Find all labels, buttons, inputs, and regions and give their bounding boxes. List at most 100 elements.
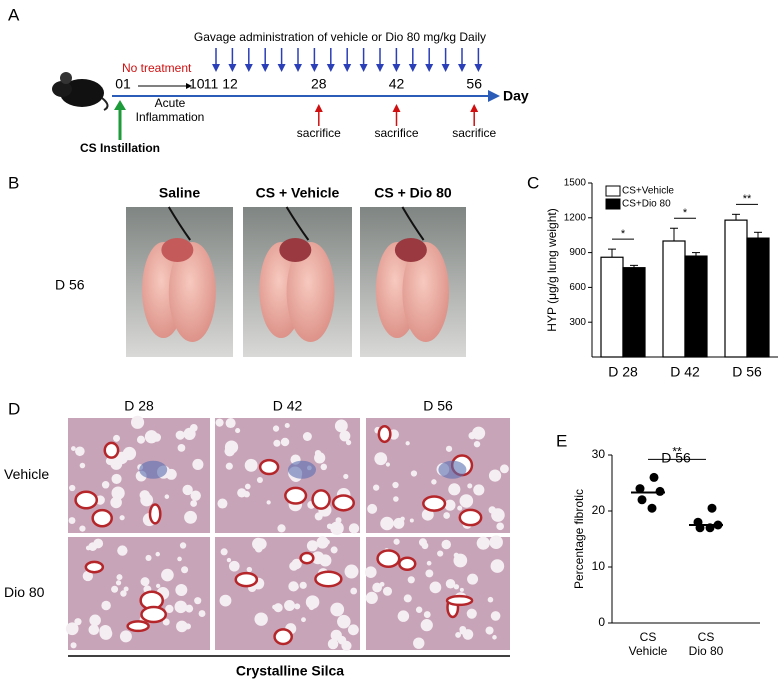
- alveolus: [256, 476, 263, 483]
- alveolus: [246, 566, 253, 573]
- photos: Saline CS + Vehicle CS + Dio 80: [126, 185, 466, 357]
- day-label: 56: [466, 76, 482, 92]
- airway: [91, 508, 113, 528]
- alveolus: [120, 590, 127, 597]
- alveolus: [397, 610, 410, 622]
- alveolus: [71, 446, 76, 451]
- column-header: CS + Vehicle: [256, 185, 340, 201]
- alveolus: [339, 430, 351, 442]
- alveolus: [291, 558, 302, 570]
- heart: [394, 238, 427, 262]
- airway: [458, 508, 483, 527]
- alveolus: [220, 548, 228, 556]
- airway: [148, 503, 162, 525]
- alveolus: [491, 508, 505, 522]
- arrow-head: [343, 64, 352, 72]
- alveolus: [74, 618, 82, 626]
- alveolus: [499, 464, 509, 474]
- panel-letter: D: [8, 399, 20, 418]
- alveolus: [453, 584, 460, 590]
- point: [707, 503, 717, 513]
- alveolus: [453, 553, 468, 568]
- legend-label: CS+Dio 80: [622, 199, 671, 210]
- x-tick-label: D 42: [670, 364, 700, 380]
- airway: [74, 490, 99, 510]
- alveolus: [335, 517, 342, 524]
- alveolus: [101, 600, 111, 611]
- alveolus: [228, 560, 240, 572]
- alveolus: [421, 542, 429, 550]
- alveolus: [224, 440, 239, 454]
- alveolus: [344, 564, 359, 579]
- alveolus: [110, 457, 123, 470]
- row-label: Vehicle: [4, 466, 49, 482]
- alveolus: [299, 581, 307, 589]
- alveolus: [490, 611, 501, 621]
- alveolus: [476, 536, 490, 550]
- x-tick-label: D 28: [608, 364, 638, 380]
- alveolus: [341, 640, 352, 651]
- bar: [746, 237, 770, 358]
- cord: [167, 206, 192, 241]
- alveolus: [473, 440, 481, 448]
- alveolus: [445, 445, 453, 452]
- alveolus: [88, 624, 100, 636]
- column-header: D 42: [273, 398, 303, 414]
- arrow-head: [326, 64, 335, 72]
- airway: [126, 620, 150, 633]
- alveolus: [280, 437, 290, 447]
- footer: Crystalline Silca: [236, 663, 344, 679]
- legend-swatch: [605, 185, 621, 197]
- alveolus: [119, 630, 132, 643]
- y-tick-label: 600: [569, 282, 586, 293]
- alveolus: [488, 469, 502, 482]
- airway: [377, 425, 392, 444]
- alveolus: [457, 505, 463, 511]
- alveolus: [288, 581, 299, 592]
- alveolus: [400, 516, 405, 522]
- significance: **: [743, 193, 752, 205]
- alveolus: [181, 566, 189, 574]
- mouse-icon: [52, 72, 109, 111]
- alveolus: [420, 619, 433, 632]
- arrow-head: [376, 64, 384, 72]
- chart-title: D 56: [661, 450, 691, 466]
- alveolus: [316, 536, 329, 549]
- alveolus: [345, 439, 352, 446]
- alveolus: [272, 425, 280, 432]
- alveolus: [403, 594, 412, 603]
- heart: [161, 238, 194, 262]
- alveolus: [235, 428, 241, 434]
- point: [635, 484, 645, 494]
- airway: [284, 486, 308, 505]
- x-tick-label: D 56: [732, 364, 762, 380]
- alveolus: [140, 577, 150, 587]
- alveolus: [111, 486, 125, 500]
- y-tick-label: 0: [598, 615, 605, 629]
- cord: [401, 206, 425, 241]
- arrow-head: [458, 64, 466, 72]
- alveolus: [311, 551, 325, 565]
- alveolus: [467, 483, 473, 489]
- fibrosis: [438, 460, 467, 479]
- y-tick-label: 20: [592, 503, 606, 517]
- alveolus: [136, 435, 146, 444]
- arrow-head: [359, 64, 368, 72]
- micrograph: [68, 537, 210, 650]
- alveolus: [496, 522, 504, 531]
- alveolus: [343, 473, 349, 480]
- alveolus: [122, 446, 137, 461]
- alveolus: [423, 611, 431, 619]
- y-tick-label: 300: [569, 317, 586, 328]
- alveolus: [485, 626, 494, 635]
- alveolus: [116, 574, 123, 581]
- sacrifice-label: sacrifice: [374, 126, 418, 140]
- alveolus: [162, 618, 170, 626]
- alveolus: [165, 604, 174, 614]
- airway: [422, 495, 447, 512]
- alveolus: [130, 415, 145, 429]
- alveolus: [89, 614, 101, 627]
- alveolus: [273, 439, 281, 447]
- alveolus: [365, 591, 378, 604]
